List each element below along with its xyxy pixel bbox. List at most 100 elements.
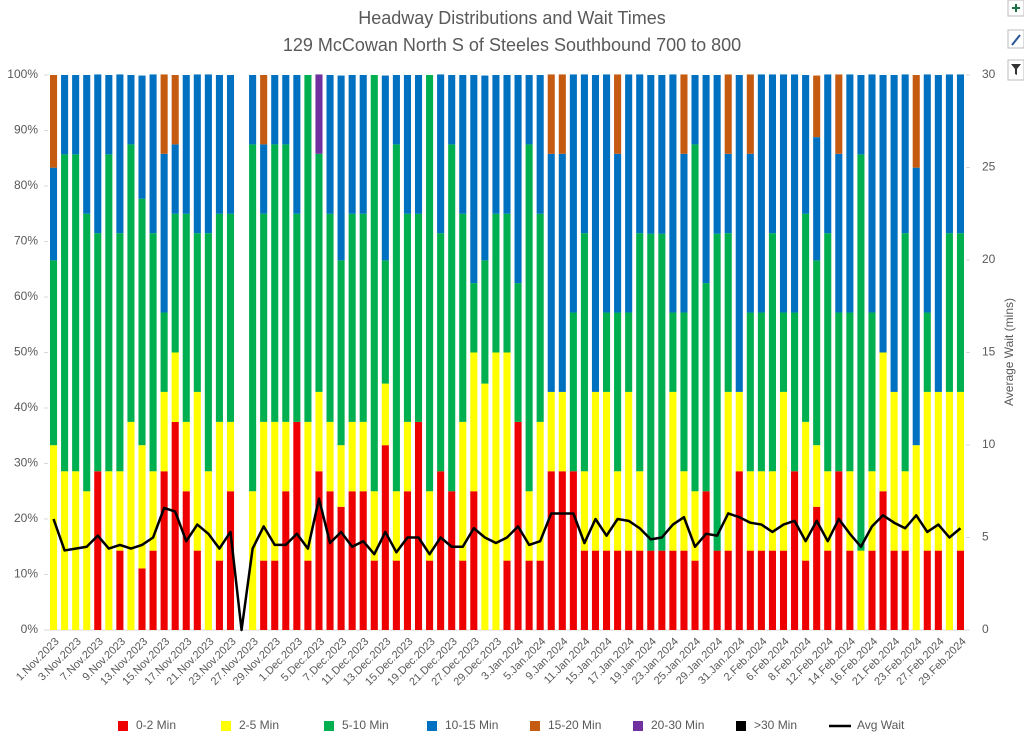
bar-segment: [116, 550, 124, 630]
bar-segment: [746, 312, 754, 472]
bar-segment: [536, 75, 544, 214]
bar-segment: [580, 471, 588, 551]
bar-segment: [934, 391, 942, 551]
bar-segment: [547, 391, 555, 472]
bar-segment: [359, 75, 367, 214]
legend-label: 15-20 Min: [548, 718, 601, 732]
bar-segment: [791, 74, 799, 313]
chart-tools[interactable]: [1007, 0, 1024, 81]
bar-segment: [315, 74, 323, 154]
filter-icon: [1011, 64, 1021, 75]
bar-segment: [813, 137, 821, 261]
legend-label: 5-10 Min: [342, 718, 389, 732]
bar-segment: [868, 312, 876, 472]
bar-segment: [868, 471, 876, 551]
bar-segment: [846, 312, 854, 472]
bar-segment: [824, 233, 832, 472]
bar-segment: [171, 144, 179, 214]
bar-segment: [215, 421, 223, 561]
y2-tick-label: 15: [982, 345, 996, 359]
bar-segment: [381, 75, 389, 261]
bar-segment: [956, 74, 965, 234]
bar-segment: [149, 471, 157, 551]
bar-segment: [846, 74, 854, 313]
bar-segment: [359, 421, 367, 492]
bar-segment: [835, 74, 843, 154]
bar-segment: [182, 491, 190, 630]
bar-segment: [392, 560, 400, 630]
bar-segment: [680, 471, 688, 551]
bar-segment: [149, 74, 157, 234]
bar-segment: [956, 391, 965, 551]
bar-segment: [802, 421, 810, 561]
bar-segment: [569, 74, 577, 313]
bar-segment: [779, 550, 788, 630]
bar-segment: [470, 75, 478, 284]
bar-segment: [956, 550, 965, 630]
bar-segment: [182, 213, 190, 422]
bar-segment: [802, 75, 810, 214]
bar-segment: [603, 312, 611, 392]
y-tick-label: 10%: [14, 567, 38, 581]
bar-segment: [813, 75, 821, 138]
bar-segment: [558, 391, 566, 472]
bar-segment: [359, 213, 367, 422]
bar-segment: [193, 233, 201, 392]
bar-segment: [138, 445, 146, 569]
bar-segment: [923, 312, 931, 392]
bar-segment: [260, 213, 268, 422]
bar-segment: [580, 74, 588, 234]
bar-segment: [171, 421, 179, 630]
bar-segment: [182, 421, 190, 492]
bar-segment: [680, 153, 688, 313]
bar-segment: [204, 471, 212, 630]
y-tick-label: 50%: [14, 345, 38, 359]
bar-segment: [260, 144, 268, 214]
bar-segment: [868, 74, 876, 313]
legend-label: 2-5 Min: [239, 718, 279, 732]
bar-segment: [193, 550, 201, 630]
bar-segment: [846, 471, 854, 551]
bar-segment: [94, 74, 102, 234]
avg-wait-line: [52, 497, 962, 632]
bar-segment: [757, 471, 765, 551]
bar-segment: [868, 550, 876, 630]
bar-segment: [492, 352, 500, 630]
bar-segment: [636, 550, 644, 630]
bar-segment: [271, 144, 279, 422]
bar-segment: [193, 391, 201, 551]
legend-swatch: [118, 721, 128, 731]
bar-segment: [846, 550, 854, 630]
y-tick-label: 80%: [14, 178, 38, 192]
bar-segment: [282, 75, 290, 145]
legend-swatch: [221, 721, 231, 731]
bar-segment: [647, 75, 655, 234]
bar-segment: [923, 391, 931, 551]
bar-segment: [215, 75, 223, 214]
bar-segment: [768, 471, 776, 551]
bar-segment: [503, 75, 511, 214]
bar-segment: [813, 506, 821, 630]
bar-segment: [304, 560, 312, 630]
bar-segment: [669, 391, 677, 551]
bar-segment: [49, 167, 58, 261]
bar-segment: [72, 75, 80, 155]
bar-segment: [116, 233, 124, 472]
bar-segment: [824, 471, 832, 551]
bar-segment: [282, 144, 290, 422]
legend-label: 20-30 Min: [651, 718, 704, 732]
bar-segment: [171, 75, 179, 145]
bar-segment: [160, 312, 168, 392]
bar-segment: [204, 74, 212, 234]
bar-segment: [315, 153, 323, 392]
bar-segment: [337, 260, 345, 446]
bar-segment: [448, 144, 456, 492]
bar-segment: [304, 421, 312, 561]
bar-segment: [934, 75, 942, 392]
bar-segment: [83, 213, 91, 492]
bar-segment: [824, 74, 832, 234]
bar-segment: [724, 153, 732, 234]
bar-segment: [768, 550, 776, 630]
bar-segment: [890, 75, 898, 392]
